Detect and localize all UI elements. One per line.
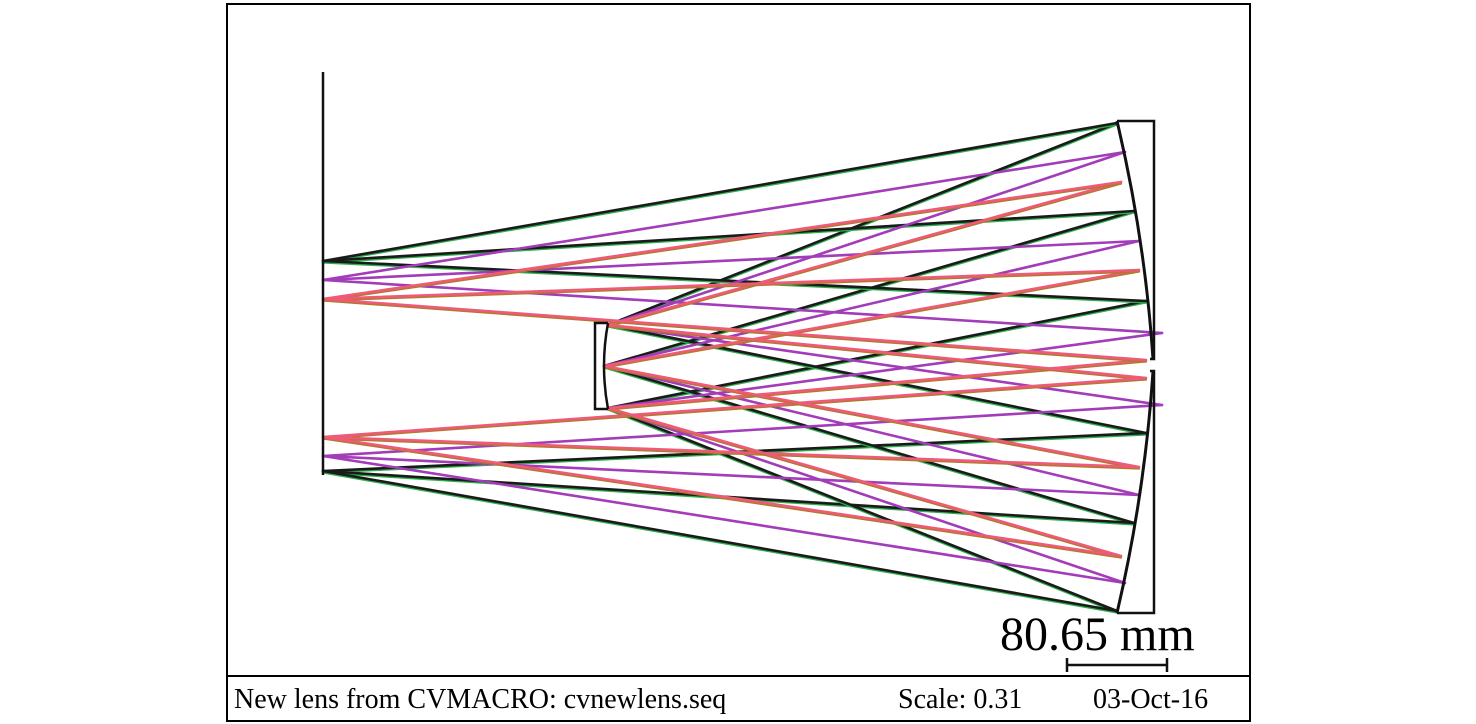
ray-f1-return-5-edge (322, 471, 1118, 614)
ray-f1-incoming-2 (606, 299, 1148, 410)
ray-f3-return-0-edge (322, 182, 1122, 302)
ray-f3-incoming-1 (602, 268, 1141, 368)
primary-mirror-lower (1115, 370, 1155, 614)
ray-f3-incoming-3 (606, 323, 1148, 380)
primary-mirror-upper (1115, 120, 1155, 360)
ray-f3-return-3-edge (322, 378, 1147, 440)
lens-title: New lens from CVMACRO: cvnewlens.seq (234, 684, 727, 715)
ray-f1-incoming-2-edge (607, 301, 1147, 411)
scale-readout: Scale: 0.31 (898, 684, 1023, 715)
optical-layout-diagram (321, 72, 1169, 672)
secondary-mirror-surface (602, 322, 610, 410)
ray-f2-return-1 (321, 239, 1141, 282)
ray-f1-incoming-4-edge (603, 366, 1135, 526)
ray-f3-incoming-0 (606, 180, 1123, 327)
footer-bar: New lens from CVMACRO: cvnewlens.seq Sca… (228, 675, 1249, 720)
ray-f1-return-5 (321, 469, 1119, 613)
ray-f1-incoming-4 (602, 364, 1136, 525)
ray-f2-return-0 (321, 150, 1127, 282)
ray-f2-incoming-5 (606, 406, 1127, 585)
ray-f3-return-3 (321, 376, 1148, 439)
ray-f3-return-1-edge (322, 270, 1140, 302)
ray-f2-incoming-3 (606, 323, 1164, 407)
ray-bundles (321, 121, 1164, 614)
ray-f3-return-2 (321, 297, 1148, 362)
ray-f3-incoming-5 (606, 406, 1123, 558)
secondary-mirror-bracket (593, 321, 608, 411)
ray-f3-return-1 (321, 268, 1141, 301)
ray-f2-return-4 (321, 454, 1141, 497)
ray-f3-incoming-3-edge (607, 325, 1147, 381)
optical-elements (321, 72, 1156, 615)
ray-f3-return-2-edge (322, 299, 1147, 363)
ray-f1-return-0 (321, 121, 1119, 263)
date-readout: 03-Oct-16 (1093, 684, 1209, 715)
ray-f1-return-1 (321, 209, 1136, 263)
ray-f3-return-4 (321, 435, 1141, 469)
ray-f3-incoming-0-edge (607, 182, 1122, 328)
layout-frame: 80.65 mm New lens from CVMACRO: cvnewlen… (226, 3, 1251, 722)
ray-f1-return-1-edge (322, 211, 1135, 264)
primary-mirror-bracket-lower (1117, 369, 1156, 615)
ray-f3-incoming-5-edge (607, 408, 1122, 559)
ray-f3-incoming-4 (602, 364, 1141, 469)
ray-f3-return-5 (321, 435, 1123, 558)
ray-f2-return-3 (321, 403, 1164, 458)
ray-f1-return-0-edge (322, 123, 1118, 264)
ray-f3-incoming-1-edge (603, 270, 1140, 369)
ray-f3-return-5-edge (322, 437, 1122, 559)
ray-f1-incoming-5-edge (607, 408, 1118, 614)
ray-f2-incoming-0 (606, 150, 1127, 327)
ray-f1-incoming-0 (606, 121, 1119, 327)
ray-f2-incoming-4 (602, 364, 1141, 497)
ray-f3-return-4-edge (322, 437, 1140, 470)
ray-f3-return-0 (321, 180, 1123, 301)
ray-f2-return-2 (321, 278, 1164, 335)
ray-f2-incoming-1 (602, 239, 1141, 368)
primary-mirror-bracket-upper (1117, 119, 1156, 361)
scale-bar-label: 80.65 mm (1000, 608, 1195, 661)
ray-f1-incoming-5 (606, 406, 1119, 613)
ray-f3-incoming-4-edge (603, 366, 1140, 470)
ray-f1-incoming-0-edge (607, 123, 1118, 328)
ray-f2-return-5 (321, 454, 1127, 585)
ray-f2-incoming-2 (606, 331, 1164, 410)
